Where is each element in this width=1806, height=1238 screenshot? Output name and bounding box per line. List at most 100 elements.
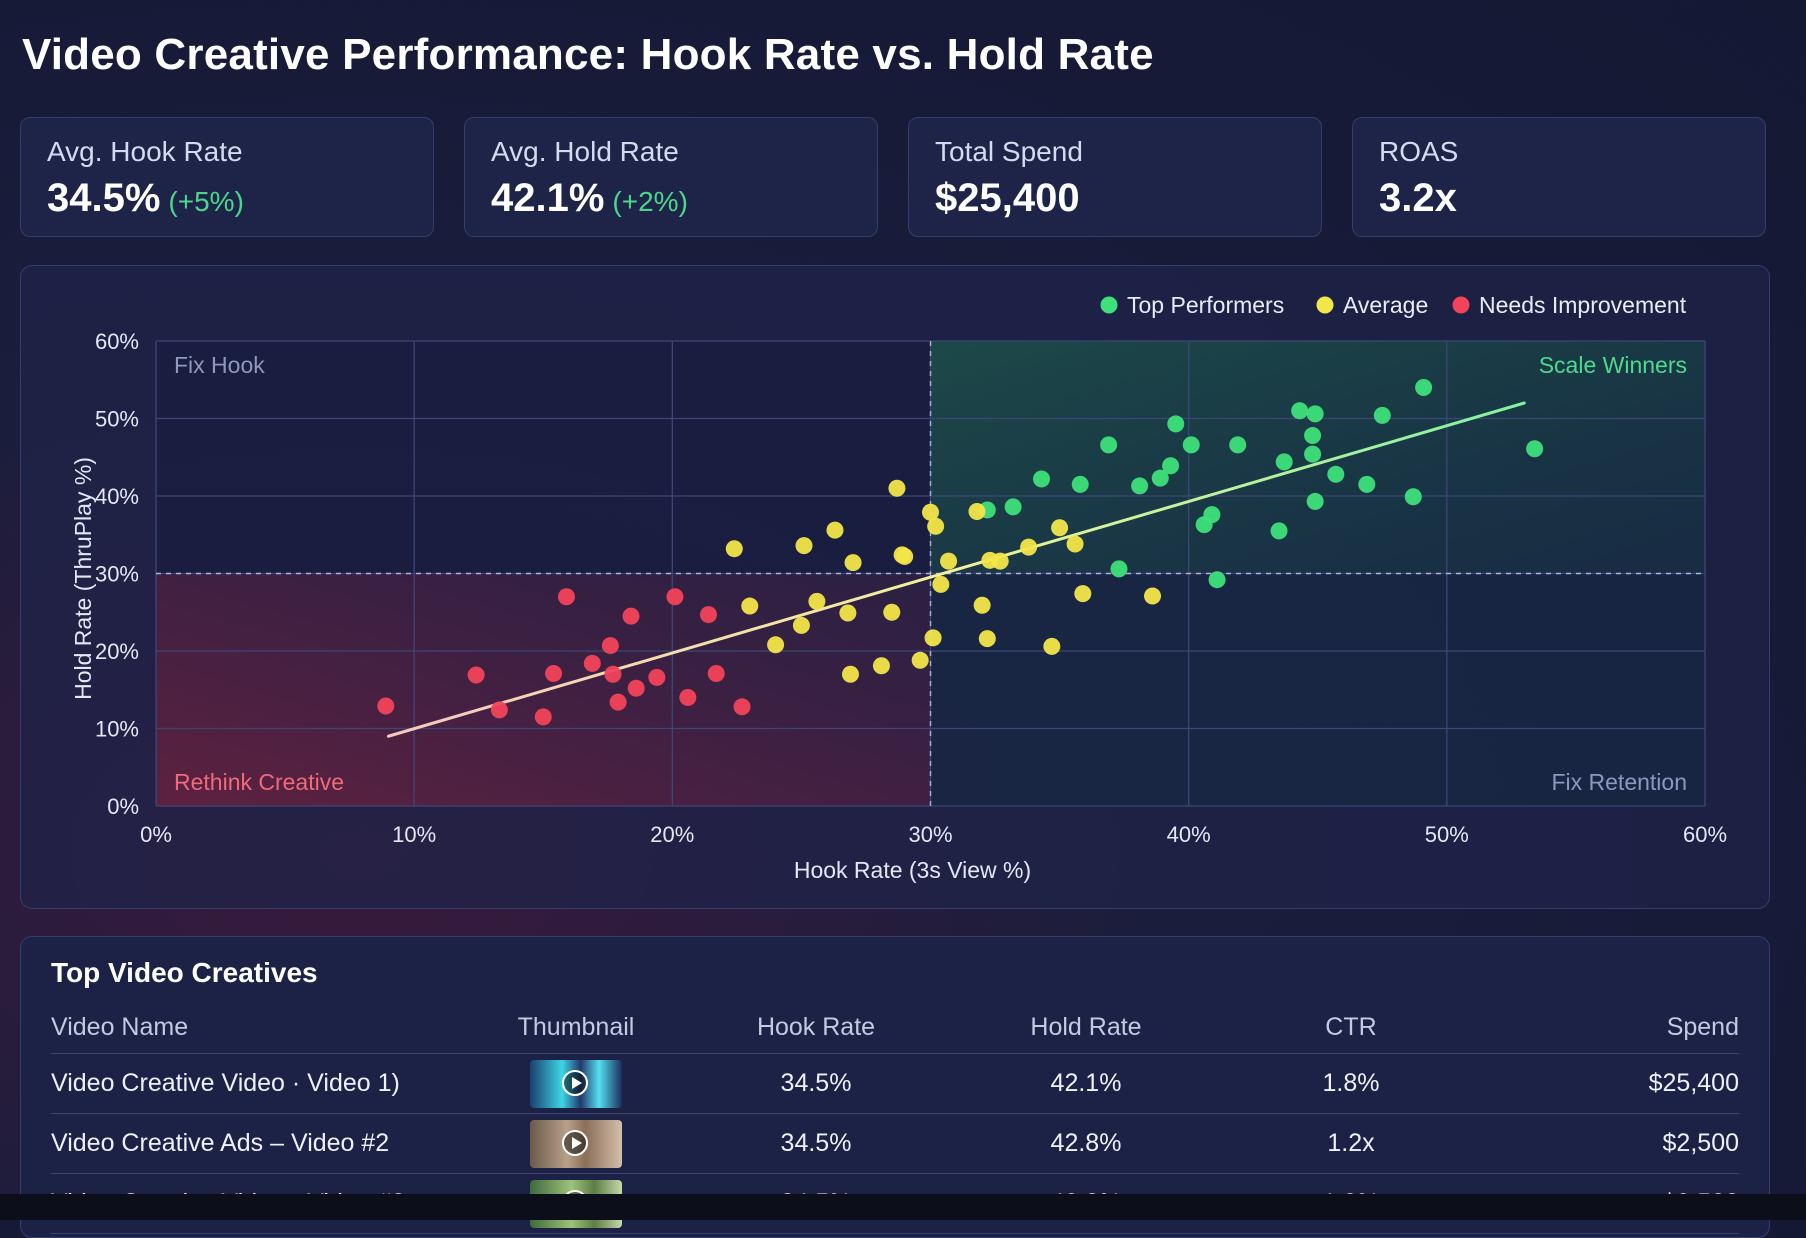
y-tick-label: 0% bbox=[107, 794, 139, 819]
x-tick-label: 0% bbox=[140, 822, 172, 847]
average-point bbox=[968, 503, 986, 520]
top-performer-point bbox=[1131, 477, 1149, 495]
quadrant-label-scale-winners: Scale Winners bbox=[1539, 352, 1687, 378]
kpi-delta: (+5%) bbox=[168, 186, 244, 217]
legend-average-marker bbox=[1316, 296, 1334, 314]
column-header-spend[interactable]: Spend bbox=[1481, 1003, 1739, 1054]
kpi-value: 42.1% bbox=[491, 176, 605, 220]
video-name-cell[interactable]: Video Creative Ads – Video #2 bbox=[51, 1113, 471, 1174]
average-point bbox=[844, 554, 862, 572]
column-header-hook-rate[interactable]: Hook Rate bbox=[681, 1003, 951, 1054]
quadrant-label-rethink-creative: Rethink Creative bbox=[174, 769, 344, 795]
top-performer-point bbox=[1415, 379, 1433, 396]
table-row[interactable]: Video Creative Ads – Video #2 34.5% 42.8… bbox=[51, 1113, 1739, 1174]
x-tick-label: 50% bbox=[1425, 822, 1469, 847]
legend-top-performers-label: Top Performers bbox=[1127, 292, 1284, 318]
average-point bbox=[1074, 585, 1092, 603]
needs-improvement-point bbox=[699, 606, 717, 624]
column-header-ctr[interactable]: CTR bbox=[1221, 1003, 1481, 1054]
y-axis-title: Hold Rate (ThruPlay %) bbox=[70, 457, 96, 700]
needs-improvement-point bbox=[601, 637, 619, 655]
video-thumbnail[interactable] bbox=[530, 1119, 622, 1168]
ctr-cell: 1.2x bbox=[1221, 1113, 1481, 1174]
needs-improvement-point bbox=[627, 679, 645, 697]
hold-rate-cell: 42.8% bbox=[951, 1113, 1221, 1174]
average-point bbox=[872, 657, 890, 675]
table-row[interactable]: Video Creative Video · Video 1) 34.5% 42… bbox=[51, 1053, 1739, 1114]
y-tick-label: 40% bbox=[95, 484, 139, 509]
average-point bbox=[839, 604, 857, 622]
scatter-chart-card: 0% 10% 20% 30% 40% 50% 60% 0% 10% 20% 30% 40% 50% 60%… bbox=[20, 265, 1770, 909]
top-performer-point bbox=[1358, 475, 1376, 493]
needs-improvement-point bbox=[467, 666, 485, 684]
column-header-video-name[interactable]: Video Name bbox=[51, 1003, 471, 1054]
legend-top-performers-marker bbox=[1100, 296, 1118, 314]
kpi-card-roas: ROAS 3.2x bbox=[1352, 117, 1766, 237]
kpi-row: Avg. Hook Rate 34.5% (+5%) Avg. Hold Rate… bbox=[20, 117, 1770, 239]
top-performer-point bbox=[1404, 488, 1422, 506]
quadrant-label-fix-retention: Fix Retention bbox=[1551, 769, 1687, 795]
average-point bbox=[927, 517, 945, 535]
average-point bbox=[725, 540, 743, 558]
top-performer-point bbox=[1306, 405, 1324, 423]
kpi-delta: (+2%) bbox=[612, 186, 688, 217]
column-header-thumbnail: Thumbnail bbox=[471, 1003, 681, 1054]
average-point bbox=[808, 592, 826, 610]
average-point bbox=[795, 537, 813, 555]
x-tick-label: 30% bbox=[908, 822, 952, 847]
quadrant-label-fix-hook: Fix Hook bbox=[174, 352, 265, 378]
top-performer-point bbox=[1270, 522, 1288, 540]
legend-needs-improvement-label: Needs Improvement bbox=[1479, 292, 1687, 318]
trendline bbox=[386, 401, 1526, 738]
top-performer-point bbox=[1208, 571, 1226, 589]
kpi-value: $25,400 bbox=[935, 176, 1080, 220]
kpi-card-total-spend: Total Spend $25,400 bbox=[908, 117, 1322, 237]
top-performer-point bbox=[1327, 465, 1345, 483]
hook-rate-cell: 34.5% bbox=[681, 1053, 951, 1114]
average-point bbox=[792, 616, 810, 634]
top-performer-point bbox=[1304, 427, 1322, 445]
average-point bbox=[940, 552, 958, 570]
top-performer-point bbox=[1100, 436, 1118, 454]
column-header-hold-rate[interactable]: Hold Rate bbox=[951, 1003, 1221, 1054]
average-point bbox=[978, 630, 996, 648]
needs-improvement-point bbox=[490, 701, 508, 719]
top-performer-point bbox=[1033, 470, 1051, 488]
y-tick-label: 10% bbox=[95, 717, 139, 742]
needs-improvement-point bbox=[679, 689, 697, 706]
average-point bbox=[741, 597, 759, 615]
needs-improvement-point bbox=[648, 668, 666, 686]
x-tick-label: 20% bbox=[650, 822, 694, 847]
needs-improvement-point bbox=[583, 654, 601, 672]
video-thumbnail[interactable] bbox=[530, 1059, 622, 1108]
kpi-label: Avg. Hook Rate bbox=[47, 136, 243, 167]
top-performer-point bbox=[1162, 457, 1180, 475]
thumbnail-cell bbox=[471, 1113, 681, 1174]
needs-improvement-point bbox=[666, 588, 684, 606]
video-name-cell[interactable]: Video Creative Video · Video 1) bbox=[51, 1053, 471, 1114]
legend-needs-improvement-marker bbox=[1452, 296, 1470, 314]
top-performer-point bbox=[1291, 402, 1309, 420]
needs-improvement-point bbox=[733, 698, 751, 716]
table-title: Top Video Creatives bbox=[51, 957, 318, 988]
top-performer-point bbox=[1203, 506, 1221, 524]
average-point bbox=[767, 636, 785, 654]
table-header-row: Video Name Thumbnail Hook Rate Hold Rate… bbox=[51, 1003, 1739, 1054]
average-point bbox=[924, 629, 942, 647]
average-point bbox=[888, 479, 906, 497]
kpi-label: ROAS bbox=[1379, 136, 1459, 167]
play-icon[interactable] bbox=[562, 1069, 588, 1096]
top-performer-point bbox=[1373, 406, 1391, 424]
x-tick-label: 40% bbox=[1167, 822, 1211, 847]
needs-improvement-point bbox=[707, 664, 725, 682]
needs-improvement-point bbox=[622, 607, 640, 625]
top-performer-point bbox=[1306, 492, 1324, 510]
top-performer-point bbox=[1167, 415, 1185, 433]
needs-improvement-point bbox=[377, 697, 395, 715]
average-point bbox=[883, 603, 901, 621]
average-point bbox=[841, 665, 859, 683]
hold-rate-cell: 42.1% bbox=[951, 1053, 1221, 1114]
top-performer-point bbox=[1110, 560, 1128, 578]
top-performer-point bbox=[1526, 440, 1544, 458]
play-icon[interactable] bbox=[562, 1129, 588, 1156]
